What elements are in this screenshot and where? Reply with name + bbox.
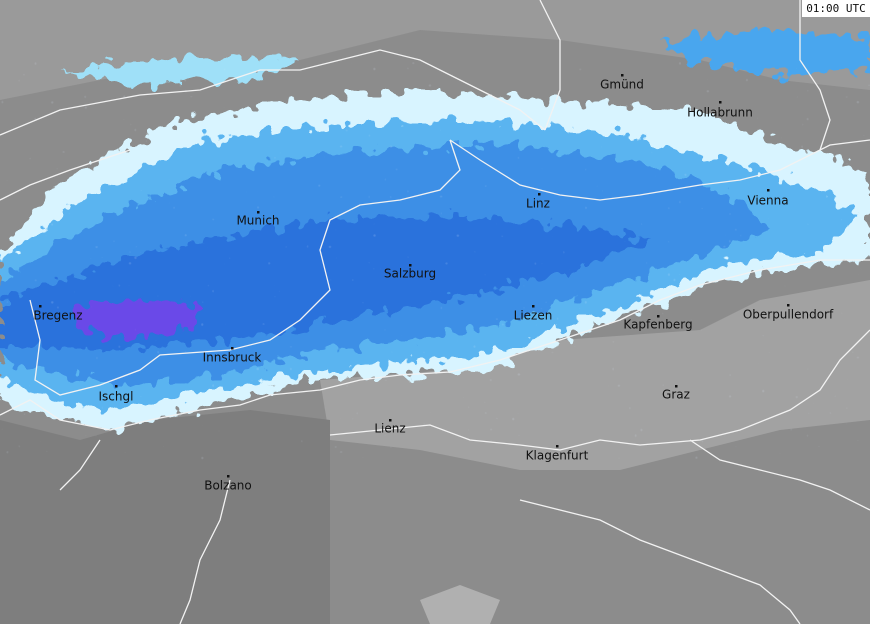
terrain-north xyxy=(0,0,870,100)
lake xyxy=(420,585,500,624)
city-label: Klagenfurt xyxy=(526,449,589,463)
city-label: Linz xyxy=(526,197,550,211)
city-dot xyxy=(621,74,624,77)
border-line xyxy=(0,259,870,431)
border-line xyxy=(329,329,870,451)
city-dot xyxy=(767,189,770,192)
border-line xyxy=(449,139,870,201)
city-dot xyxy=(657,315,660,318)
terrain-south xyxy=(0,410,330,624)
city-dot xyxy=(532,305,535,308)
city-label: Liezen xyxy=(514,309,553,323)
city-dot xyxy=(409,264,412,267)
city-dot xyxy=(39,305,42,308)
city-label: Lienz xyxy=(374,422,405,436)
border-line xyxy=(0,149,131,201)
border-line xyxy=(0,49,546,136)
city-dot xyxy=(231,347,234,350)
city-dot xyxy=(227,475,230,478)
border-line xyxy=(539,0,561,131)
city-label: Graz xyxy=(662,388,690,402)
city-label: Kapfenberg xyxy=(623,318,692,332)
city-label: Salzburg xyxy=(384,267,436,281)
timestamp: 01:00 UTC xyxy=(806,2,866,15)
city-label: Vienna xyxy=(747,194,788,208)
border-line xyxy=(799,0,831,151)
city-label: Bregenz xyxy=(33,309,82,323)
city-dot xyxy=(538,193,541,196)
city-label: Oberpullendorf xyxy=(743,308,834,322)
city-dot xyxy=(389,419,392,422)
precip-texture xyxy=(0,60,870,460)
border-line xyxy=(59,439,101,491)
city-dot xyxy=(675,385,678,388)
border-line xyxy=(689,439,870,511)
city-label: Gmünd xyxy=(600,78,644,92)
city-label: Hollabrunn xyxy=(687,106,753,120)
city-dot xyxy=(556,445,559,448)
city-dot xyxy=(787,304,790,307)
city-label: Munich xyxy=(236,214,279,228)
city-label: Ischgl xyxy=(99,390,134,404)
border-line xyxy=(519,499,801,624)
city-label: Innsbruck xyxy=(203,351,262,365)
border-line xyxy=(29,139,461,396)
city-label: Bolzano xyxy=(204,479,252,493)
city-dot xyxy=(719,101,722,104)
city-dot xyxy=(115,385,118,388)
timestamp-box xyxy=(802,0,870,17)
city-layer: Gmünd Hollabrunn Linz Vienna Munich Salzburg B… xyxy=(33,74,834,493)
border-line xyxy=(179,479,231,624)
city-dot xyxy=(257,211,260,214)
